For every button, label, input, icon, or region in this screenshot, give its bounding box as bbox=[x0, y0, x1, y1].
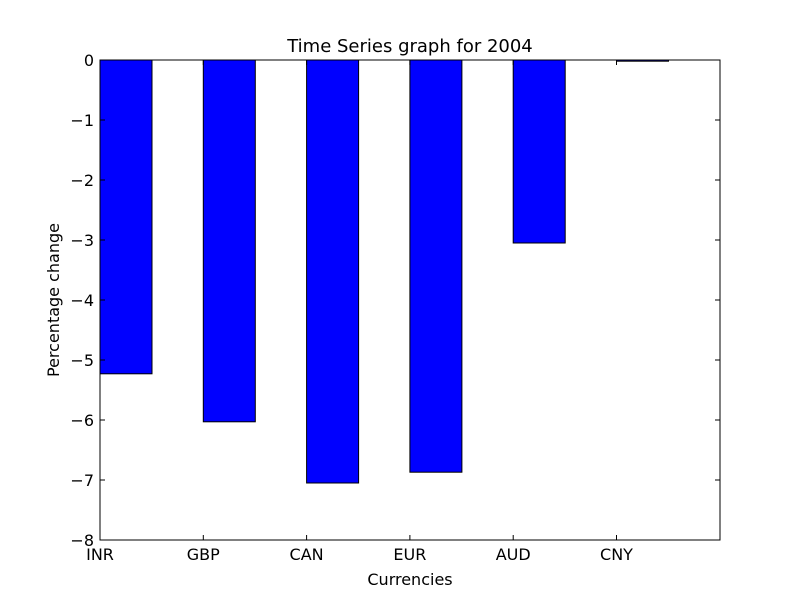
y-tick-label: −8 bbox=[70, 531, 94, 550]
y-tick-label: −6 bbox=[70, 411, 94, 430]
plot-frame bbox=[99, 59, 721, 541]
bar-gbp bbox=[202, 59, 256, 423]
bar-aud bbox=[512, 59, 566, 244]
x-tick-label-eur: EUR bbox=[393, 545, 426, 564]
bars-layer bbox=[99, 59, 669, 484]
x-tick-label-aud: AUD bbox=[496, 545, 531, 564]
x-tick-label-can: CAN bbox=[290, 545, 324, 564]
bar-inr bbox=[99, 59, 153, 375]
y-tick-label: −4 bbox=[70, 291, 94, 310]
x-tick-label-gbp: GBP bbox=[187, 545, 220, 564]
x-axis-label: Currencies bbox=[367, 570, 452, 589]
y-axis-label: Percentage change bbox=[44, 223, 63, 377]
y-tick-label: −5 bbox=[70, 351, 94, 370]
x-tick-label-inr: INR bbox=[86, 545, 114, 564]
y-tick-label: −7 bbox=[70, 471, 94, 490]
x-tick-label-cny: CNY bbox=[600, 545, 633, 564]
y-tick-label: −3 bbox=[70, 231, 94, 250]
y-tick-label: −2 bbox=[70, 171, 94, 190]
bar-eur bbox=[409, 59, 463, 473]
y-tick-label: −1 bbox=[70, 111, 94, 130]
tick-labels-layer: INR GBP CAN EUR AUD CNY 0 −1 −2 −3 −4 −5 −6 −7 −8 bbox=[70, 51, 633, 564]
bar-can bbox=[306, 59, 360, 484]
chart-title: Time Series graph for 2004 bbox=[286, 36, 533, 57]
y-tick-label: 0 bbox=[84, 51, 94, 70]
